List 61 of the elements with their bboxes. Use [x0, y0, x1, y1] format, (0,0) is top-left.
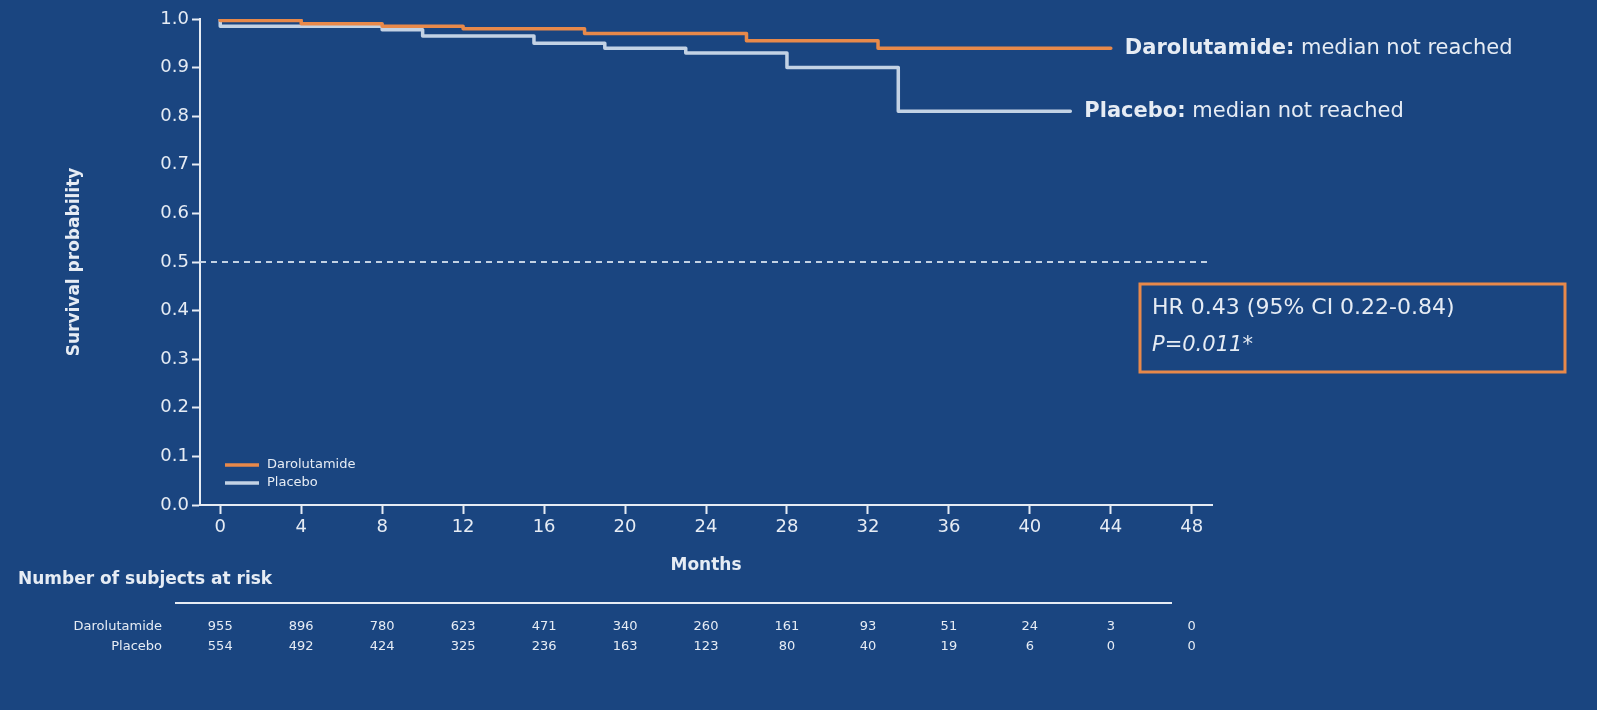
- y-tick-label: 0.5: [160, 249, 189, 271]
- text: 0: [1187, 638, 1196, 654]
- x-tick-label: 0: [214, 515, 226, 537]
- x-tick-label: 12: [451, 515, 475, 537]
- text: 0: [1187, 618, 1196, 634]
- text: 340: [612, 618, 638, 634]
- text: 163: [612, 638, 638, 654]
- y-tick-label: 0.9: [160, 55, 189, 77]
- y-tick-label: 0.4: [160, 298, 189, 320]
- y-tick-label: 0.3: [160, 346, 189, 368]
- text: Darolutamide: [73, 618, 162, 634]
- text: 51: [940, 618, 958, 634]
- annotation: Darolutamide: median not reached: [1124, 34, 1513, 59]
- x-tick-label: 40: [1018, 515, 1042, 537]
- text: 93: [859, 618, 877, 634]
- text: 6: [1025, 638, 1034, 654]
- text: 623: [450, 618, 476, 634]
- y-tick-label: 0.6: [160, 201, 189, 223]
- x-axis-title: Months: [670, 554, 742, 575]
- text: 161: [774, 618, 800, 634]
- y-tick-label: 0.2: [160, 395, 189, 417]
- text: 492: [288, 638, 314, 654]
- y-axis-title: Survival probability: [62, 167, 83, 357]
- x-tick-label: 36: [937, 515, 961, 537]
- annotation: HR 0.43 (95% CI 0.22-0.84): [1152, 293, 1455, 319]
- x-tick-label: 8: [376, 515, 388, 537]
- x-tick-label: 32: [856, 515, 880, 537]
- annotation: Placebo: median not reached: [1084, 97, 1404, 122]
- text: 19: [940, 638, 958, 654]
- x-tick-label: 28: [775, 515, 799, 537]
- y-tick-label: 1.0: [160, 6, 189, 28]
- x-tick-label: 24: [694, 515, 718, 537]
- text: 780: [369, 618, 395, 634]
- y-tick-label: 0.8: [160, 103, 189, 125]
- text: 896: [288, 618, 314, 634]
- text: 40: [859, 638, 877, 654]
- text: 123: [693, 638, 719, 654]
- text: 80: [778, 638, 796, 654]
- y-tick-label: 0.0: [160, 492, 189, 514]
- text: 236: [531, 638, 557, 654]
- text: Number of subjects at risk: [18, 568, 273, 589]
- y-tick-label: 0.7: [160, 152, 189, 174]
- text: 471: [531, 618, 557, 634]
- x-tick-label: 20: [613, 515, 637, 537]
- text: 24: [1021, 618, 1039, 634]
- legend-label: Placebo: [267, 474, 318, 490]
- legend-label: Darolutamide: [267, 456, 356, 472]
- x-tick-label: 4: [295, 515, 307, 537]
- text: 424: [369, 638, 395, 654]
- x-tick-label: 44: [1099, 515, 1123, 537]
- x-tick-label: 16: [532, 515, 556, 537]
- text: 554: [207, 638, 233, 654]
- text: 325: [450, 638, 476, 654]
- text: 260: [693, 618, 719, 634]
- text: 955: [207, 618, 233, 634]
- x-tick-label: 48: [1180, 515, 1204, 537]
- text: Placebo: [111, 638, 163, 654]
- text: 0: [1106, 638, 1115, 654]
- annotation: P=0.011*: [1152, 332, 1253, 357]
- text: 3: [1106, 618, 1115, 634]
- y-tick-label: 0.1: [160, 444, 189, 466]
